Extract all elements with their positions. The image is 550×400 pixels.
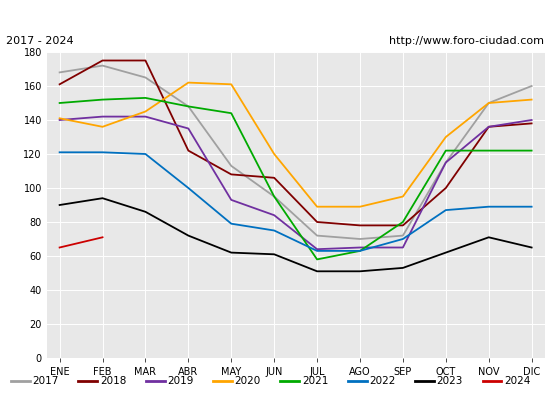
Text: 2017 - 2024: 2017 - 2024 xyxy=(6,36,73,46)
Text: Evolucion del paro registrado en Cabrales: Evolucion del paro registrado en Cabrale… xyxy=(135,8,415,22)
Text: 2024: 2024 xyxy=(504,376,530,386)
Text: 2023: 2023 xyxy=(437,376,463,386)
Text: http://www.foro-ciudad.com: http://www.foro-ciudad.com xyxy=(389,36,544,46)
Text: 2021: 2021 xyxy=(302,376,328,386)
Text: 2018: 2018 xyxy=(100,376,126,386)
Text: 2020: 2020 xyxy=(235,376,261,386)
Text: 2017: 2017 xyxy=(32,376,59,386)
Text: 2019: 2019 xyxy=(167,376,194,386)
Text: 2022: 2022 xyxy=(370,376,395,386)
